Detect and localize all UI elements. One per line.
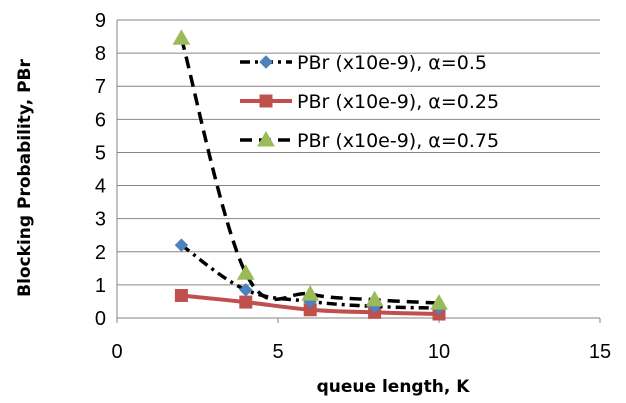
legend-marker [259,55,273,69]
series-diamond [174,238,446,315]
data-point [236,264,255,280]
axes [116,20,601,323]
legend-marker [259,94,273,108]
data-point [430,294,448,310]
y-tick-label: 8 [95,43,106,65]
legend: PBr (x10e-9), α=0.5 PBr (x10e-9), α=0.25 P… [240,52,499,152]
y-axis-label: Blocking Probability, PBr [15,59,35,297]
y-tick-label: 6 [95,109,106,131]
y-tick-label: 5 [95,142,106,164]
legend-label: PBr (x10e-9), α=0.75 [297,130,499,152]
x-tick-label: 0 [111,341,122,363]
legend-label: PBr (x10e-9), α=0.5 [297,52,487,74]
series-group [172,29,448,321]
gridlines [117,19,600,286]
legend-item: PBr (x10e-9), α=0.75 [240,130,499,152]
y-tick-label: 3 [95,209,106,231]
y-tick-label: 4 [95,176,106,198]
x-tick-label: 15 [589,341,611,363]
y-tick-label: 2 [95,242,106,264]
x-tick-label: 10 [428,341,450,363]
legend-label: PBr (x10e-9), α=0.25 [297,91,499,113]
legend-marker [257,130,275,147]
y-tick-label: 1 [95,275,106,297]
series-line [179,37,440,305]
data-point [239,283,253,297]
y-tick-label: 9 [95,10,106,32]
tick-labels: 0 1 2 3 4 5 6 7 8 9 0 5 10 15 [95,10,611,363]
x-tick-label: 5 [272,341,283,363]
series-triangle [172,29,448,310]
legend-item: PBr (x10e-9), α=0.25 [240,91,499,113]
y-tick-label: 0 [95,308,106,330]
data-point [174,288,188,302]
y-tick-label: 7 [95,76,106,98]
data-point [239,295,253,309]
data-point [365,290,384,307]
legend-item: PBr (x10e-9), α=0.5 [240,52,487,74]
data-point [174,238,189,252]
x-axis-label: queue length, K [317,377,471,397]
data-point [301,285,320,301]
data-point [172,29,191,45]
